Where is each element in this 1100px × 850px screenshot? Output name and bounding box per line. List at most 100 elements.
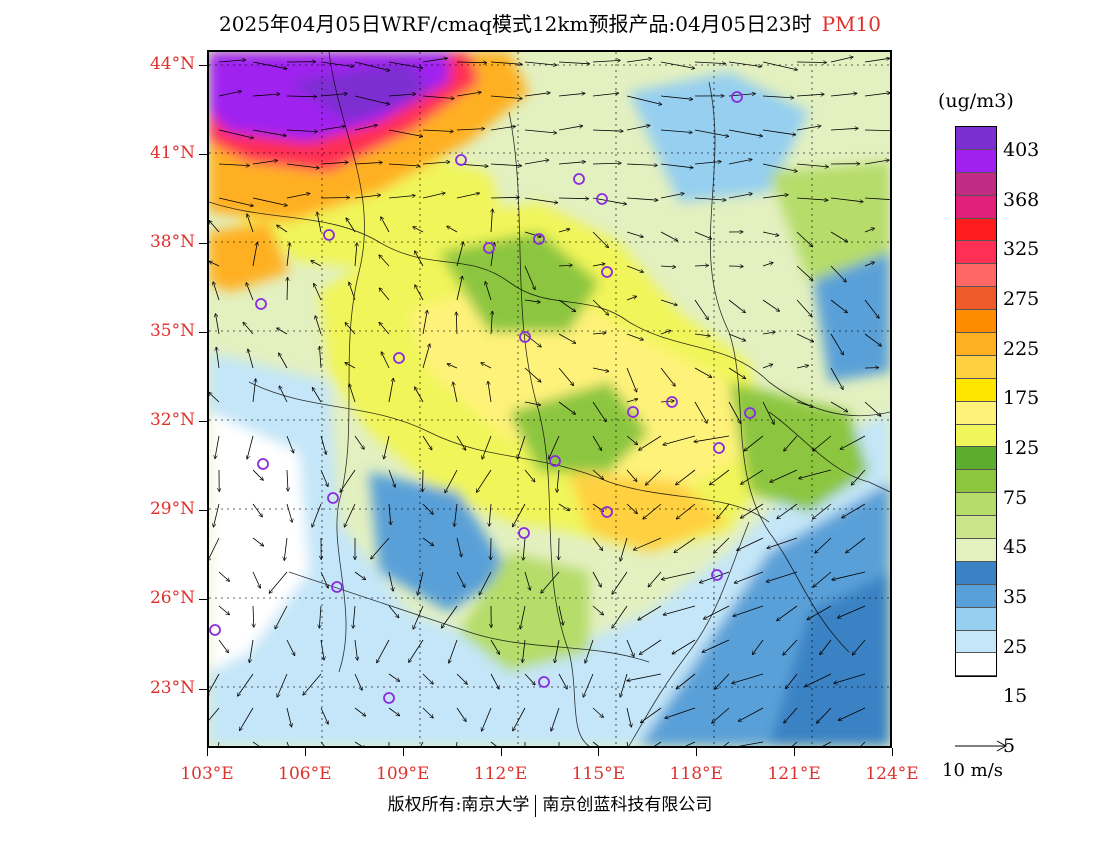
wind-arrow (490, 639, 500, 654)
wind-arrow (240, 707, 254, 731)
lon-label: 112°E (473, 764, 528, 784)
wind-arrow (728, 129, 763, 136)
wind-arrow (822, 741, 832, 746)
wind-arrow (524, 231, 541, 237)
wind-arrow (796, 163, 828, 167)
wind-arrow (838, 605, 866, 618)
wind-arrow (286, 96, 317, 97)
wind-arrow (286, 741, 289, 746)
wind-arrow (592, 231, 608, 248)
lat-label: 26°N (149, 588, 195, 609)
wind-arrow (715, 673, 730, 689)
wind-arrow (213, 503, 220, 527)
wind-arrow (663, 435, 696, 445)
wind-arrow (557, 469, 560, 492)
wind-arrow (513, 503, 526, 527)
lon-tick (402, 748, 404, 756)
wind-arrow (558, 333, 576, 343)
wind-arrow (744, 435, 764, 451)
wind-arrow (728, 741, 764, 746)
wind-arrow (710, 469, 730, 485)
wind-arrow (592, 60, 620, 62)
wind-arrow (524, 129, 557, 133)
wind-arrow (762, 61, 797, 70)
wind-arrow (660, 129, 692, 133)
wind-arrow (592, 93, 619, 97)
lat-tick (199, 64, 207, 66)
wind-arrow (269, 571, 288, 593)
wind-arrow (215, 435, 220, 459)
wind-arrow (830, 128, 858, 130)
lon-label: 109°E (376, 764, 430, 784)
wind-arrow (456, 193, 480, 199)
pm10-field-svg (209, 52, 890, 746)
wind-arrow (864, 333, 881, 346)
wind-arrow (830, 57, 853, 63)
wind-arrow (491, 311, 492, 335)
wind-arrow (704, 605, 730, 619)
lon-tick (794, 748, 796, 756)
wind-arrow (476, 469, 492, 492)
wind-arrow (216, 314, 220, 335)
wind-arrow (320, 162, 348, 164)
colorbar-label: 35 (1003, 585, 1028, 608)
colorbar-segment (956, 264, 996, 288)
wind-arrow (354, 195, 381, 199)
wind-arrow (592, 299, 609, 315)
wind-arrow (626, 197, 658, 200)
wind-arrow (453, 382, 458, 403)
wind-arrow (762, 95, 794, 98)
wind-arrow (524, 265, 535, 290)
station-marker (627, 406, 639, 418)
wind-arrow (558, 367, 574, 386)
lon-tick (207, 748, 208, 756)
wind-arrow (712, 707, 730, 723)
wind-arrow (388, 196, 415, 199)
wind-arrow (524, 197, 558, 203)
wind-arrow (648, 571, 662, 587)
wind-arrow (209, 707, 220, 721)
wind-arrow (551, 707, 560, 731)
wind-arrow (723, 741, 730, 746)
wind-arrow (287, 469, 288, 491)
wind-arrow (665, 707, 696, 718)
colorbar-segment (956, 653, 996, 677)
wind-arrow (558, 265, 572, 266)
wind-scale-arrow (955, 740, 1008, 752)
lat-label: 41°N (149, 142, 195, 163)
lon-tick (304, 748, 306, 756)
wind-arrow (377, 639, 390, 663)
colorbar-segment (956, 584, 996, 608)
station-marker (713, 442, 725, 454)
wind-arrow (660, 95, 693, 99)
wind-arrow (456, 435, 466, 450)
wind-arrow (524, 160, 549, 165)
wind-arrow (456, 537, 462, 557)
wind-arrow (409, 639, 424, 662)
wind-arrow (733, 605, 764, 616)
wind-arrow (524, 469, 535, 482)
lon-label: 106°E (278, 764, 332, 784)
wind-arrow (830, 93, 857, 97)
lon-label: 118°E (669, 764, 723, 784)
wind-scale-label: 10 m/s (942, 760, 1003, 781)
wind-arrow (728, 61, 762, 67)
wind-arrow (312, 503, 322, 527)
wind-arrow (728, 159, 752, 165)
station-marker (549, 455, 561, 467)
wind-arrow (660, 231, 678, 241)
wind-arrow (830, 299, 847, 313)
wind-arrow (320, 639, 324, 660)
wind-arrow (252, 129, 286, 136)
wind-arrow (252, 503, 262, 517)
wind-arrow (524, 93, 550, 97)
wind-arrow (320, 61, 354, 67)
wind-arrow (864, 58, 890, 63)
wind-arrow (626, 265, 644, 272)
wind-arrow (694, 197, 726, 200)
wind-arrow (317, 212, 322, 233)
wind-arrow (422, 435, 432, 450)
wind-arrow (277, 225, 288, 233)
wind-arrow (218, 605, 230, 615)
lon-tick (696, 748, 698, 756)
